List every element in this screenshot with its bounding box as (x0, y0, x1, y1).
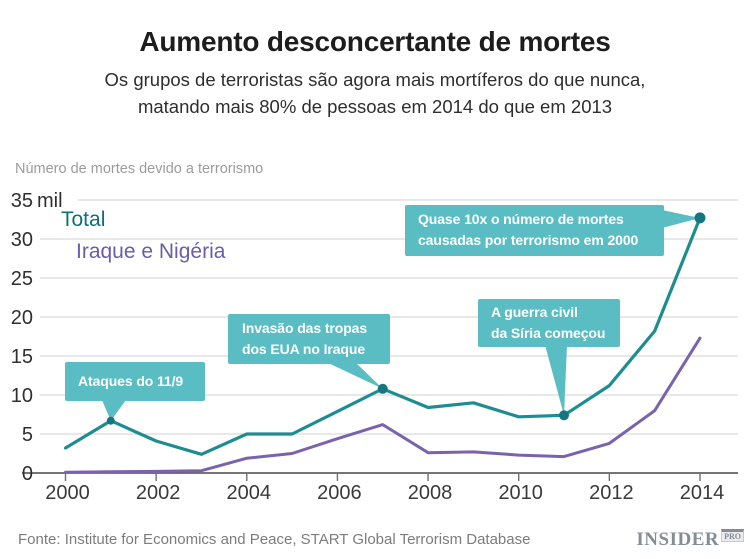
annotation-911-attacks: Ataques do 11/9 (65, 362, 205, 401)
y-tick-unit: mil (37, 190, 63, 212)
data-point-marker (106, 416, 115, 425)
x-tick-label: 2014 (680, 482, 725, 504)
annotation-syria-civil-war: A guerra civil da Síria começou (478, 299, 620, 347)
annotation-iraq-invasion: Invasão das tropas dos EUA no Iraque (228, 314, 390, 364)
annotation-pointer (662, 210, 700, 228)
y-tick-label: 0 (22, 463, 33, 485)
annotation-pointer (102, 400, 126, 421)
source-note: Fonte: Institute for Economics and Peace… (18, 531, 531, 548)
data-point-marker (559, 410, 569, 421)
annotation-text-line: Invasão das tropas (242, 320, 368, 336)
x-tick-label: 2006 (317, 482, 362, 504)
logo-pro-badge: PRO (721, 529, 744, 542)
annotation-pointer (324, 361, 383, 389)
x-tick-label: 2004 (227, 482, 272, 504)
subtitle-line-1: Os grupos de terroristas são agora mais … (104, 69, 646, 90)
y-tick-label: 30 (11, 229, 33, 251)
annotation-text-line: causadas por terrorismo em 2000 (418, 232, 639, 248)
y-tick-label: 25 (11, 268, 33, 290)
data-point-marker (694, 212, 706, 224)
y-tick-label: 20 (11, 307, 33, 329)
annotation-pointer (545, 345, 567, 416)
x-tick-label: 2010 (498, 482, 543, 504)
y-tick-label: 15 (11, 346, 33, 368)
logo-insider-text: INSIDER (636, 529, 720, 550)
y-tick-label: 5 (22, 424, 33, 446)
annotation-text-line: A guerra civil (491, 304, 578, 320)
series-line-iraque-nigeria (64, 336, 702, 474)
subtitle-line-2: matando mais 80% de pessoas em 2014 do q… (137, 96, 613, 117)
x-tick-label: 2008 (408, 482, 453, 504)
annotation-10x-deaths: Quase 10x o número de mortes causadas po… (405, 205, 664, 256)
chart-subtitle: Os grupos de terroristas são agora mais … (0, 66, 750, 120)
annotation-text-line: Ataques do 11/9 (78, 373, 184, 389)
annotation-text-line: Quase 10x o número de mortes (418, 211, 624, 227)
chart-title: Aumento desconcertante de mortes (139, 26, 611, 57)
x-tick-label: 2002 (136, 482, 181, 504)
insider-pro-logo: INSIDER PRO (636, 529, 744, 551)
legend-iraque-nigeria: Iraque e Nigéria (76, 240, 226, 263)
annotation-text-line: dos EUA no Iraque (242, 341, 366, 357)
annotation-text-line: da Síria começou (491, 325, 606, 341)
y-tick-label: 35 (11, 190, 33, 212)
x-tick-label: 2000 (45, 482, 90, 504)
data-point-marker (377, 383, 388, 394)
x-tick-label: 2012 (589, 482, 634, 504)
y-tick-label: 10 (11, 385, 33, 407)
legend-total: Total (61, 208, 106, 231)
y-axis-title: Número de mortes devido a terrorismo (15, 161, 264, 177)
